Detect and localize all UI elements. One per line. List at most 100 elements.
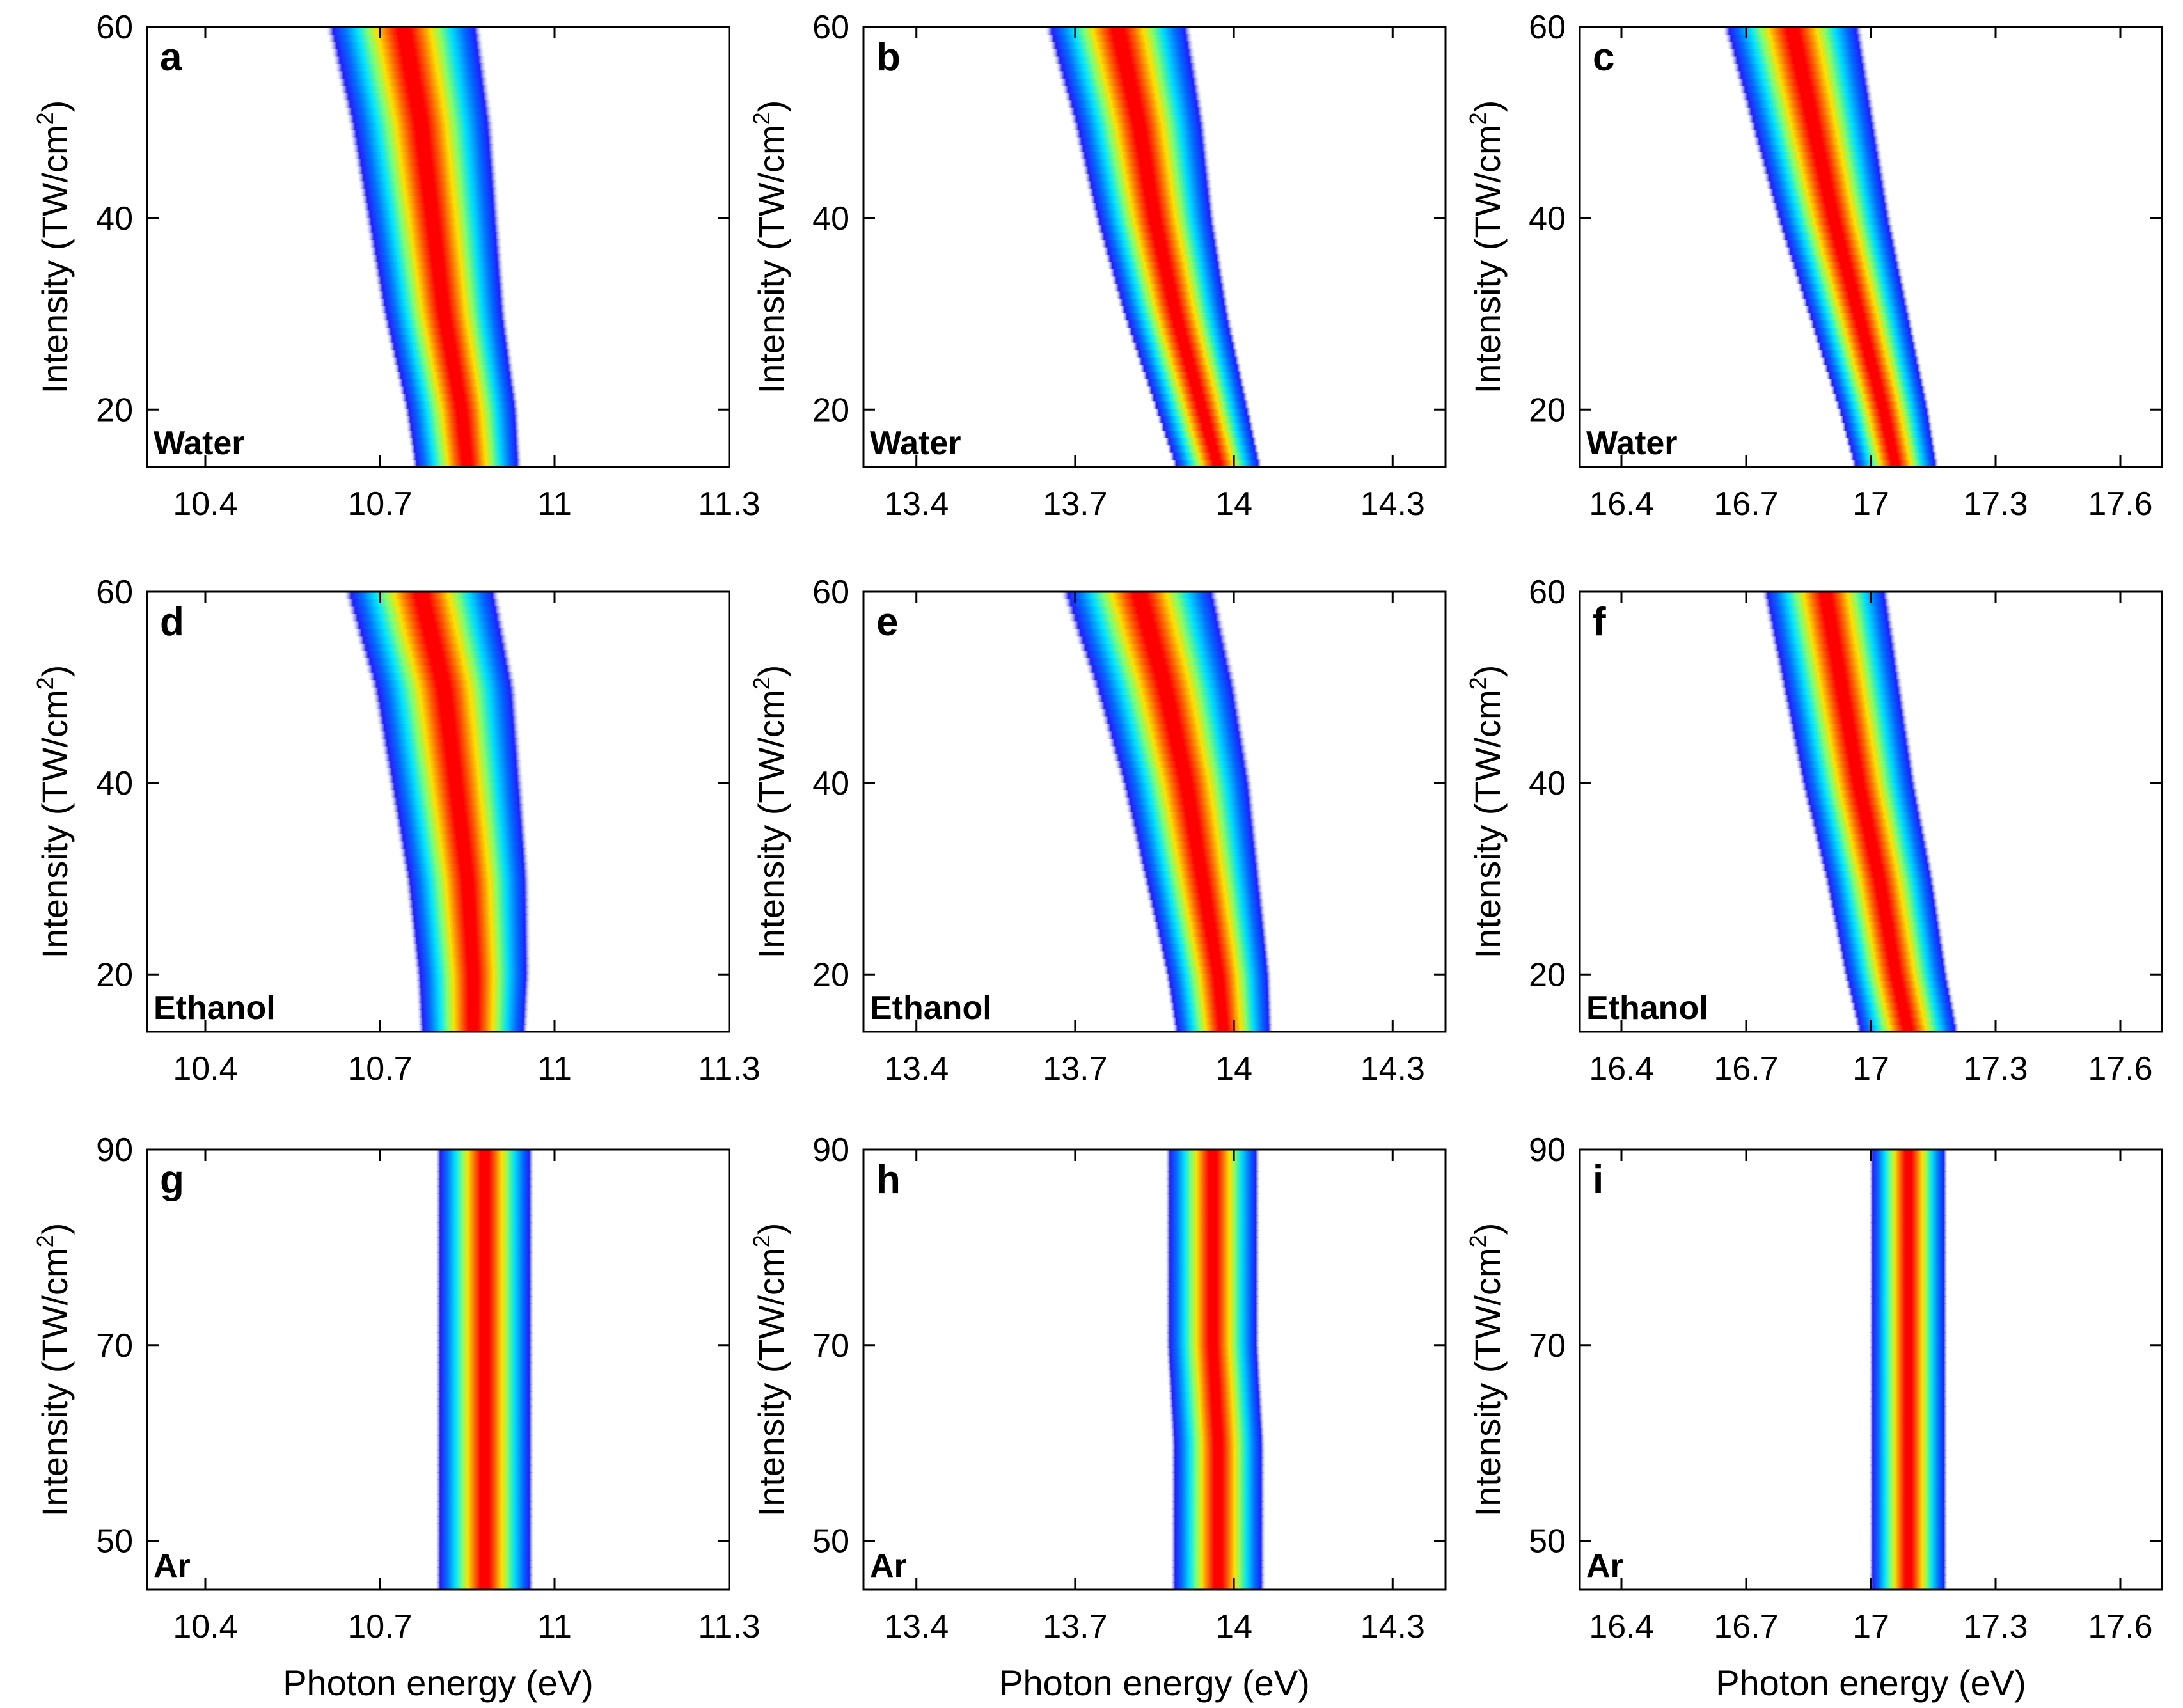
heat-slice [361,202,500,211]
heat-slice [1832,393,1928,402]
heat-slice [1799,290,1908,299]
x-tick-label: 16.4 [1589,486,1653,523]
heat-slice [1805,803,1923,812]
heat-slice [1170,1450,1266,1459]
heat-slice [1117,297,1229,306]
heat-slice [349,613,505,622]
heat-slice [1868,1471,1948,1480]
heat-slice [1165,1310,1261,1319]
heat-slice [384,327,510,336]
heat-slice [1166,1361,1262,1370]
heat-slice [1804,796,1921,805]
heat-slice [380,738,521,747]
heat-slice [1868,1244,1948,1253]
heat-slice [1868,1369,1948,1378]
heat-slice [402,862,530,871]
heat-slice [1829,906,1941,915]
heat-slice [1170,1486,1266,1495]
heat-slice [1868,1479,1948,1488]
heat-band-e [1060,592,1273,1032]
axes-frame [862,590,1447,1033]
heat-slice [1722,27,1863,35]
x-tick-label: 14.3 [1360,486,1425,523]
heat-slice [1742,100,1875,108]
heat-slice [1868,1185,1948,1194]
x-tick-label: 17.3 [1963,1050,2028,1087]
heat-slice [1851,459,1939,467]
heat-slice [1804,305,1911,313]
heat-slice [1814,841,1929,849]
y-tick-label: 70 [96,1327,133,1364]
heat-slice [1843,430,1935,438]
heat-slice [1801,297,1909,306]
heat-slice [1165,1178,1261,1187]
heat-slice [1170,1553,1266,1561]
heat-slice [1170,1457,1266,1466]
y-axis-label-close: ) [751,100,791,113]
y-axis-label: Intensity (TW/cm2) [1465,665,1508,959]
heat-slice [366,672,516,681]
heat-slice [1107,738,1247,747]
heat-slice [1868,1318,1948,1326]
heat-slice [379,305,507,313]
heat-slice [1831,913,1941,922]
heat-slice [1813,335,1917,343]
heat-slice [406,899,531,908]
heat-slice [416,995,530,1003]
heat-slice [1868,1171,1948,1180]
heat-slice [1770,635,1897,644]
heat-slice [382,752,523,761]
heat-slice [1827,378,1925,387]
heat-slice [1732,63,1869,72]
heat-slice [1841,422,1934,431]
heat-slice [435,1391,535,1400]
x-tick-label: 11 [537,1608,572,1645]
sample-label: Ethanol [1586,990,1708,1027]
heat-slice [1170,1530,1266,1539]
heat-slice [1774,657,1900,666]
heat-slice [1868,1266,1948,1275]
sample-label: Water [154,425,245,462]
heat-slice [1044,27,1192,35]
heat-slice [1167,1376,1263,1385]
heat-slice [1868,1530,1948,1539]
heat-slice [406,892,531,901]
heat-slice [1744,107,1876,116]
heat-slice [375,708,519,717]
heat-slice [1165,1274,1261,1282]
heat-slice [1129,335,1236,343]
heat-slice [1790,261,1902,269]
heat-slice [1123,796,1255,805]
heat-slice [435,1178,535,1187]
heat-slice [435,1560,535,1569]
heat-slice [435,1376,535,1385]
heat-slice [388,782,524,791]
heat-slice [1868,1222,1948,1231]
x-tick-label: 10.4 [173,1050,237,1087]
y-axis-label: Intensity (TW/cm2) [748,100,791,394]
heat-slice [1169,1413,1265,1421]
panel-letter: c [1593,35,1614,79]
heat-slice [435,1185,535,1194]
heat-slice [371,686,518,695]
heat-slice [1121,312,1232,321]
y-tick-label: 50 [96,1523,133,1560]
heat-slice [1868,1178,1948,1187]
heat-slice [435,1332,535,1341]
heat-slice [435,1515,535,1524]
heat-slice [1868,1567,1948,1576]
heat-slice [435,1208,535,1216]
heat-slice [397,833,528,842]
panel-letter: f [1593,600,1606,644]
panel-c: 16.4 16.7 17 17.3 17.6 20 40 60 c Water Intensity … [1465,9,2163,523]
heat-slice [377,723,521,732]
heat-slice [1167,995,1273,1003]
heat-slice [1107,261,1224,269]
heat-slice [1773,210,1892,218]
x-tick-label: 14 [1215,1050,1252,1087]
sample-label: Ar [154,1547,191,1585]
heat-slice [1808,320,1914,328]
heat-slice [1166,987,1273,996]
heat-slice [1119,305,1231,313]
